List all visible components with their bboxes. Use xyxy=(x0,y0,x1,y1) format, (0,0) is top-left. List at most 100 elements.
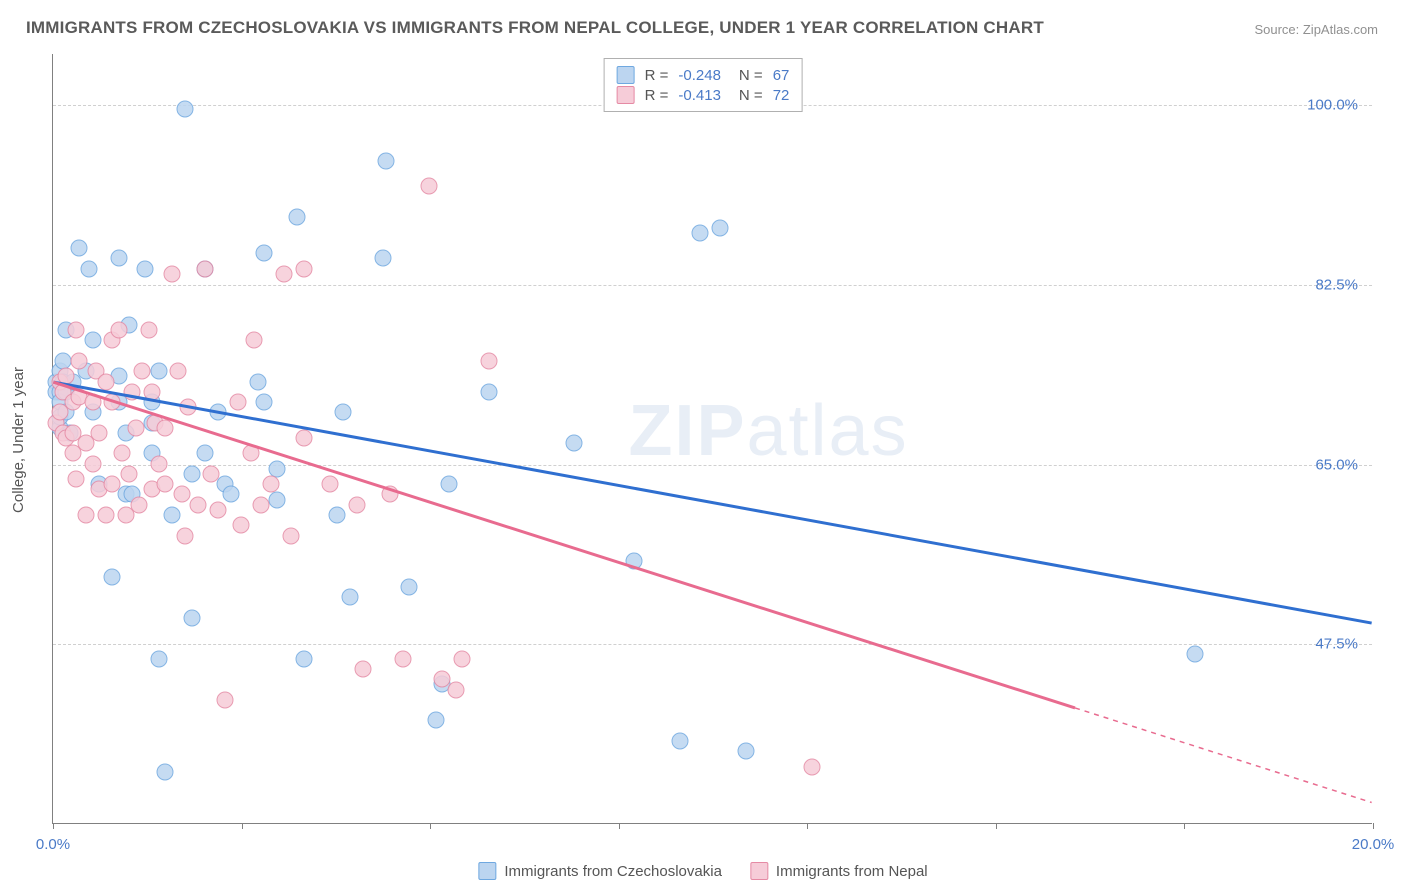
data-point xyxy=(711,219,728,236)
swatch-series-1 xyxy=(617,66,635,84)
data-point xyxy=(282,527,299,544)
data-point xyxy=(140,322,157,339)
data-point xyxy=(196,260,213,277)
data-point xyxy=(180,399,197,416)
data-point xyxy=(163,507,180,524)
data-point xyxy=(566,435,583,452)
data-point xyxy=(276,265,293,282)
data-point xyxy=(256,394,273,411)
x-tick-mark xyxy=(430,823,431,829)
x-tick-mark xyxy=(53,823,54,829)
data-point xyxy=(130,496,147,513)
data-point xyxy=(150,455,167,472)
data-point xyxy=(157,476,174,493)
data-point xyxy=(289,209,306,226)
x-tick-mark xyxy=(1373,823,1374,829)
data-point xyxy=(97,507,114,524)
data-point xyxy=(104,394,121,411)
data-point xyxy=(114,445,131,462)
data-point xyxy=(170,363,187,380)
data-point xyxy=(124,383,141,400)
data-point xyxy=(78,507,95,524)
data-point xyxy=(81,260,98,277)
data-point xyxy=(269,491,286,508)
chart-title: IMMIGRANTS FROM CZECHOSLOVAKIA VS IMMIGR… xyxy=(26,18,1044,38)
y-tick-label: 65.0% xyxy=(1315,456,1358,473)
swatch-series-2 xyxy=(617,86,635,104)
data-point xyxy=(196,445,213,462)
y-tick-label: 82.5% xyxy=(1315,277,1358,294)
data-point xyxy=(295,650,312,667)
data-point xyxy=(177,101,194,118)
data-point xyxy=(378,152,395,169)
x-tick-mark xyxy=(1184,823,1185,829)
data-point xyxy=(183,465,200,482)
data-point xyxy=(394,650,411,667)
data-point xyxy=(249,373,266,390)
data-point xyxy=(210,404,227,421)
data-point xyxy=(173,486,190,503)
data-point xyxy=(84,455,101,472)
data-point xyxy=(480,353,497,370)
legend-item-series-2: Immigrants from Nepal xyxy=(750,862,928,880)
data-point xyxy=(84,332,101,349)
data-point xyxy=(177,527,194,544)
data-point xyxy=(738,743,755,760)
series-legend: Immigrants from Czechoslovakia Immigrant… xyxy=(478,862,927,880)
data-point xyxy=(111,250,128,267)
data-point xyxy=(447,681,464,698)
y-tick-label: 47.5% xyxy=(1315,636,1358,653)
data-point xyxy=(441,476,458,493)
data-point xyxy=(421,178,438,195)
data-point xyxy=(58,368,75,385)
data-point xyxy=(54,353,71,370)
correlation-legend: R = -0.248 N = 67 R = -0.413 N = 72 xyxy=(604,58,803,112)
gridline xyxy=(53,644,1372,645)
data-point xyxy=(190,496,207,513)
x-tick-mark xyxy=(807,823,808,829)
data-point xyxy=(691,224,708,241)
data-point xyxy=(150,363,167,380)
data-point xyxy=(223,486,240,503)
data-point xyxy=(454,650,471,667)
data-point xyxy=(252,496,269,513)
swatch-series-1 xyxy=(478,862,496,880)
plot-area: ZIPatlas 47.5%65.0%82.5%100.0%0.0%20.0% xyxy=(52,54,1372,824)
data-point xyxy=(134,363,151,380)
x-tick-mark xyxy=(242,823,243,829)
data-point xyxy=(71,353,88,370)
data-point xyxy=(427,712,444,729)
data-point xyxy=(157,419,174,436)
data-point xyxy=(163,265,180,282)
data-point xyxy=(216,691,233,708)
y-tick-label: 100.0% xyxy=(1307,97,1358,114)
data-point xyxy=(144,383,161,400)
legend-row-series-2: R = -0.413 N = 72 xyxy=(617,85,790,105)
legend-row-series-1: R = -0.248 N = 67 xyxy=(617,65,790,85)
data-point xyxy=(233,517,250,534)
data-point xyxy=(375,250,392,267)
source-label: Source: ZipAtlas.com xyxy=(1254,22,1378,37)
x-tick-label: 20.0% xyxy=(1352,836,1395,853)
data-point xyxy=(342,589,359,606)
data-point xyxy=(104,476,121,493)
data-point xyxy=(150,650,167,667)
data-point xyxy=(71,240,88,257)
data-point xyxy=(157,763,174,780)
data-point xyxy=(355,661,372,678)
data-point xyxy=(322,476,339,493)
data-point xyxy=(256,245,273,262)
data-point xyxy=(328,507,345,524)
data-point xyxy=(127,419,144,436)
data-point xyxy=(480,383,497,400)
data-point xyxy=(137,260,154,277)
data-point xyxy=(68,471,85,488)
data-point xyxy=(672,732,689,749)
legend-item-series-1: Immigrants from Czechoslovakia xyxy=(478,862,722,880)
data-point xyxy=(183,609,200,626)
x-tick-mark xyxy=(619,823,620,829)
data-point xyxy=(97,373,114,390)
data-point xyxy=(625,553,642,570)
data-point xyxy=(804,758,821,775)
chart-container: IMMIGRANTS FROM CZECHOSLOVAKIA VS IMMIGR… xyxy=(0,0,1406,892)
